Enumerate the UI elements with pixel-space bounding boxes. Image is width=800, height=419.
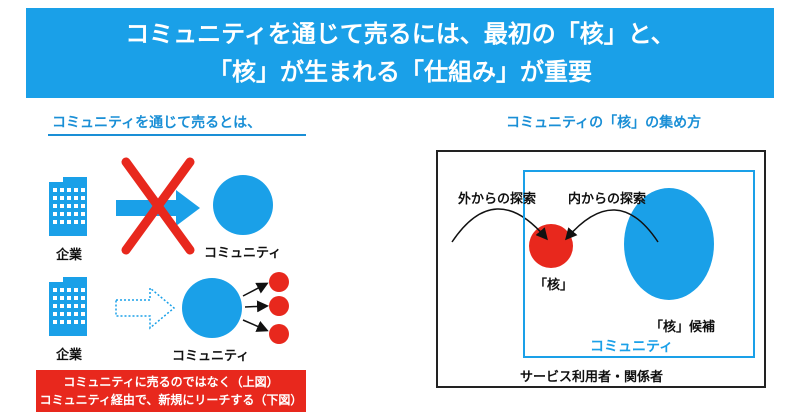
new-customer-dot-1	[269, 272, 289, 292]
inner-search-label: 内からの探索	[568, 188, 646, 207]
dotted-arrow	[116, 288, 174, 328]
new-customer-dot-2	[269, 296, 289, 316]
core-label: 「核」	[534, 274, 573, 293]
company-label-top: 企業	[56, 244, 82, 263]
explanation-line-1: コミュニティに売るのではなく（上図）	[36, 373, 306, 391]
building-icon-top	[49, 177, 87, 236]
core-candidate-label: 「核」候補	[650, 316, 715, 335]
reach-arrows	[243, 284, 266, 330]
outer-search-label: 外からの探索	[458, 188, 536, 207]
community-label-top: コミュニティ	[204, 242, 281, 261]
users-label: サービス利用者・関係者	[520, 366, 663, 385]
new-customer-dot-3	[269, 324, 289, 344]
explanation-line-2: コミュニティ経由で、新規にリーチする（下図）	[36, 391, 306, 409]
community-frame-label: コミュニティ	[590, 336, 673, 356]
company-label-bottom: 企業	[56, 344, 82, 363]
community-label-bottom: コミュニティ	[172, 345, 249, 364]
building-icon-bottom	[49, 277, 87, 336]
community-circle-bottom	[182, 278, 242, 338]
explanation-box: コミュニティに売るのではなく（上図） コミュニティ経由で、新規にリーチする（下図…	[36, 370, 306, 412]
community-circle-top	[213, 175, 273, 235]
